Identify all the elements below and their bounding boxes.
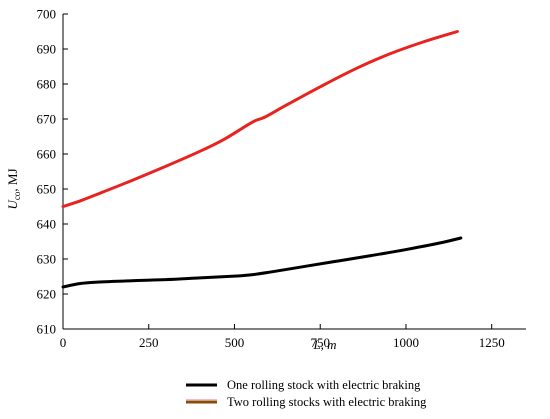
y-tick-label: 690	[37, 42, 57, 57]
legend: One rolling stock with electric braking T…	[186, 378, 427, 409]
y-tick-label: 610	[37, 322, 57, 337]
x-axis-label: L, m	[312, 337, 336, 352]
y-axis-label-unit: , MJ	[5, 168, 20, 191]
x-tick-label: 1250	[479, 335, 505, 350]
legend-label-1: One rolling stock with electric braking	[227, 378, 421, 392]
y-tick-label: 660	[37, 147, 57, 162]
y-tick-label: 640	[37, 217, 57, 232]
series-line-1	[61, 236, 463, 289]
y-tick-label: 620	[37, 287, 57, 302]
y-axis-label: Uco, MJ	[5, 168, 22, 209]
x-tick-label: 1000	[393, 335, 419, 350]
x-tick-label: 500	[225, 335, 245, 350]
plot-area: 0 250 500 750 1000 1250 610 620 630 640 650 660 670…	[37, 7, 526, 350]
x-axis-label-text: L, m	[312, 337, 336, 352]
series-line-2	[61, 30, 459, 208]
y-tick-label: 650	[37, 182, 57, 197]
x-ticks: 0 250 500 750 1000 1250	[60, 324, 505, 350]
y-tick-label: 700	[37, 7, 57, 22]
x-tick-label: 0	[60, 335, 67, 350]
y-ticks: 610 620 630 640 650 660 670 680 690 700	[37, 7, 68, 337]
series-lines	[61, 30, 463, 289]
legend-label-2: Two rolling stocks with electric braking	[227, 395, 427, 409]
y-axis-label-main: U	[5, 199, 20, 210]
y-tick-label: 680	[37, 77, 57, 92]
x-tick-label: 250	[139, 335, 159, 350]
x-tick-label: 750	[310, 335, 330, 350]
y-tick-label: 670	[37, 112, 57, 127]
y-axis-label-sub: co	[12, 191, 22, 200]
y-tick-label: 630	[37, 252, 57, 267]
